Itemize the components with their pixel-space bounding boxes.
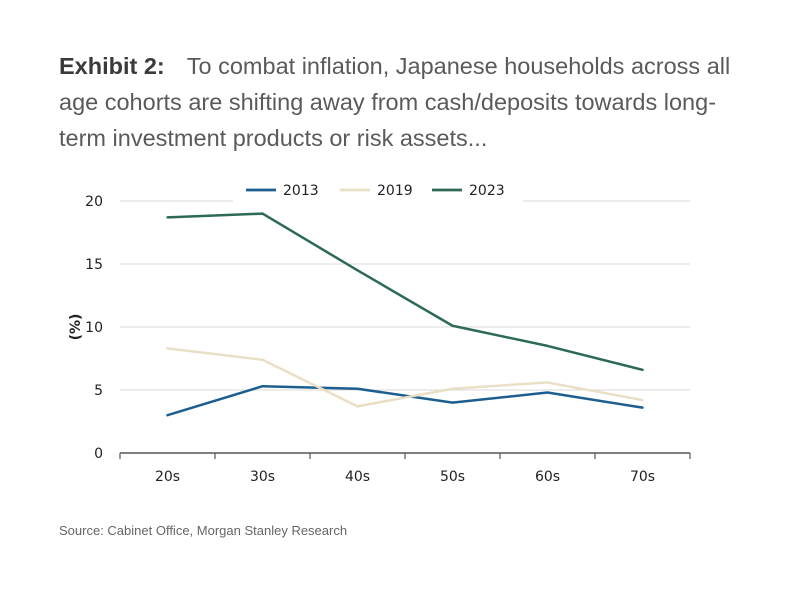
y-tick-label: 5 xyxy=(94,383,103,399)
x-tick-label: 60s xyxy=(535,469,560,485)
y-tick-label: 15 xyxy=(85,257,103,273)
x-tick-label: 70s xyxy=(630,469,655,485)
exhibit-caption: To combat inflation, Japanese households… xyxy=(59,53,731,151)
y-tick-label: 10 xyxy=(85,320,103,336)
y-axis-label: (%) xyxy=(68,314,84,341)
legend-label-2023: 2023 xyxy=(469,183,505,199)
x-tick-label: 50s xyxy=(440,469,465,485)
series-line-2013 xyxy=(166,384,644,417)
legend-background xyxy=(233,178,523,202)
series-line-2019 xyxy=(166,347,644,408)
x-tick-label: 20s xyxy=(155,469,180,485)
legend-label-2013: 2013 xyxy=(283,183,319,199)
y-tick-label: 0 xyxy=(94,446,103,462)
exhibit-heading: Exhibit 2: To combat inflation, Japanese … xyxy=(59,48,759,156)
x-tick-label: 40s xyxy=(345,469,370,485)
exhibit-label: Exhibit 2: xyxy=(59,53,165,79)
legend-label-2019: 2019 xyxy=(377,183,413,199)
source-note: Source: Cabinet Office, Morgan Stanley R… xyxy=(59,523,348,538)
series-line-2023 xyxy=(166,212,644,372)
x-tick-label: 30s xyxy=(250,469,275,485)
y-tick-label: 20 xyxy=(85,194,103,210)
